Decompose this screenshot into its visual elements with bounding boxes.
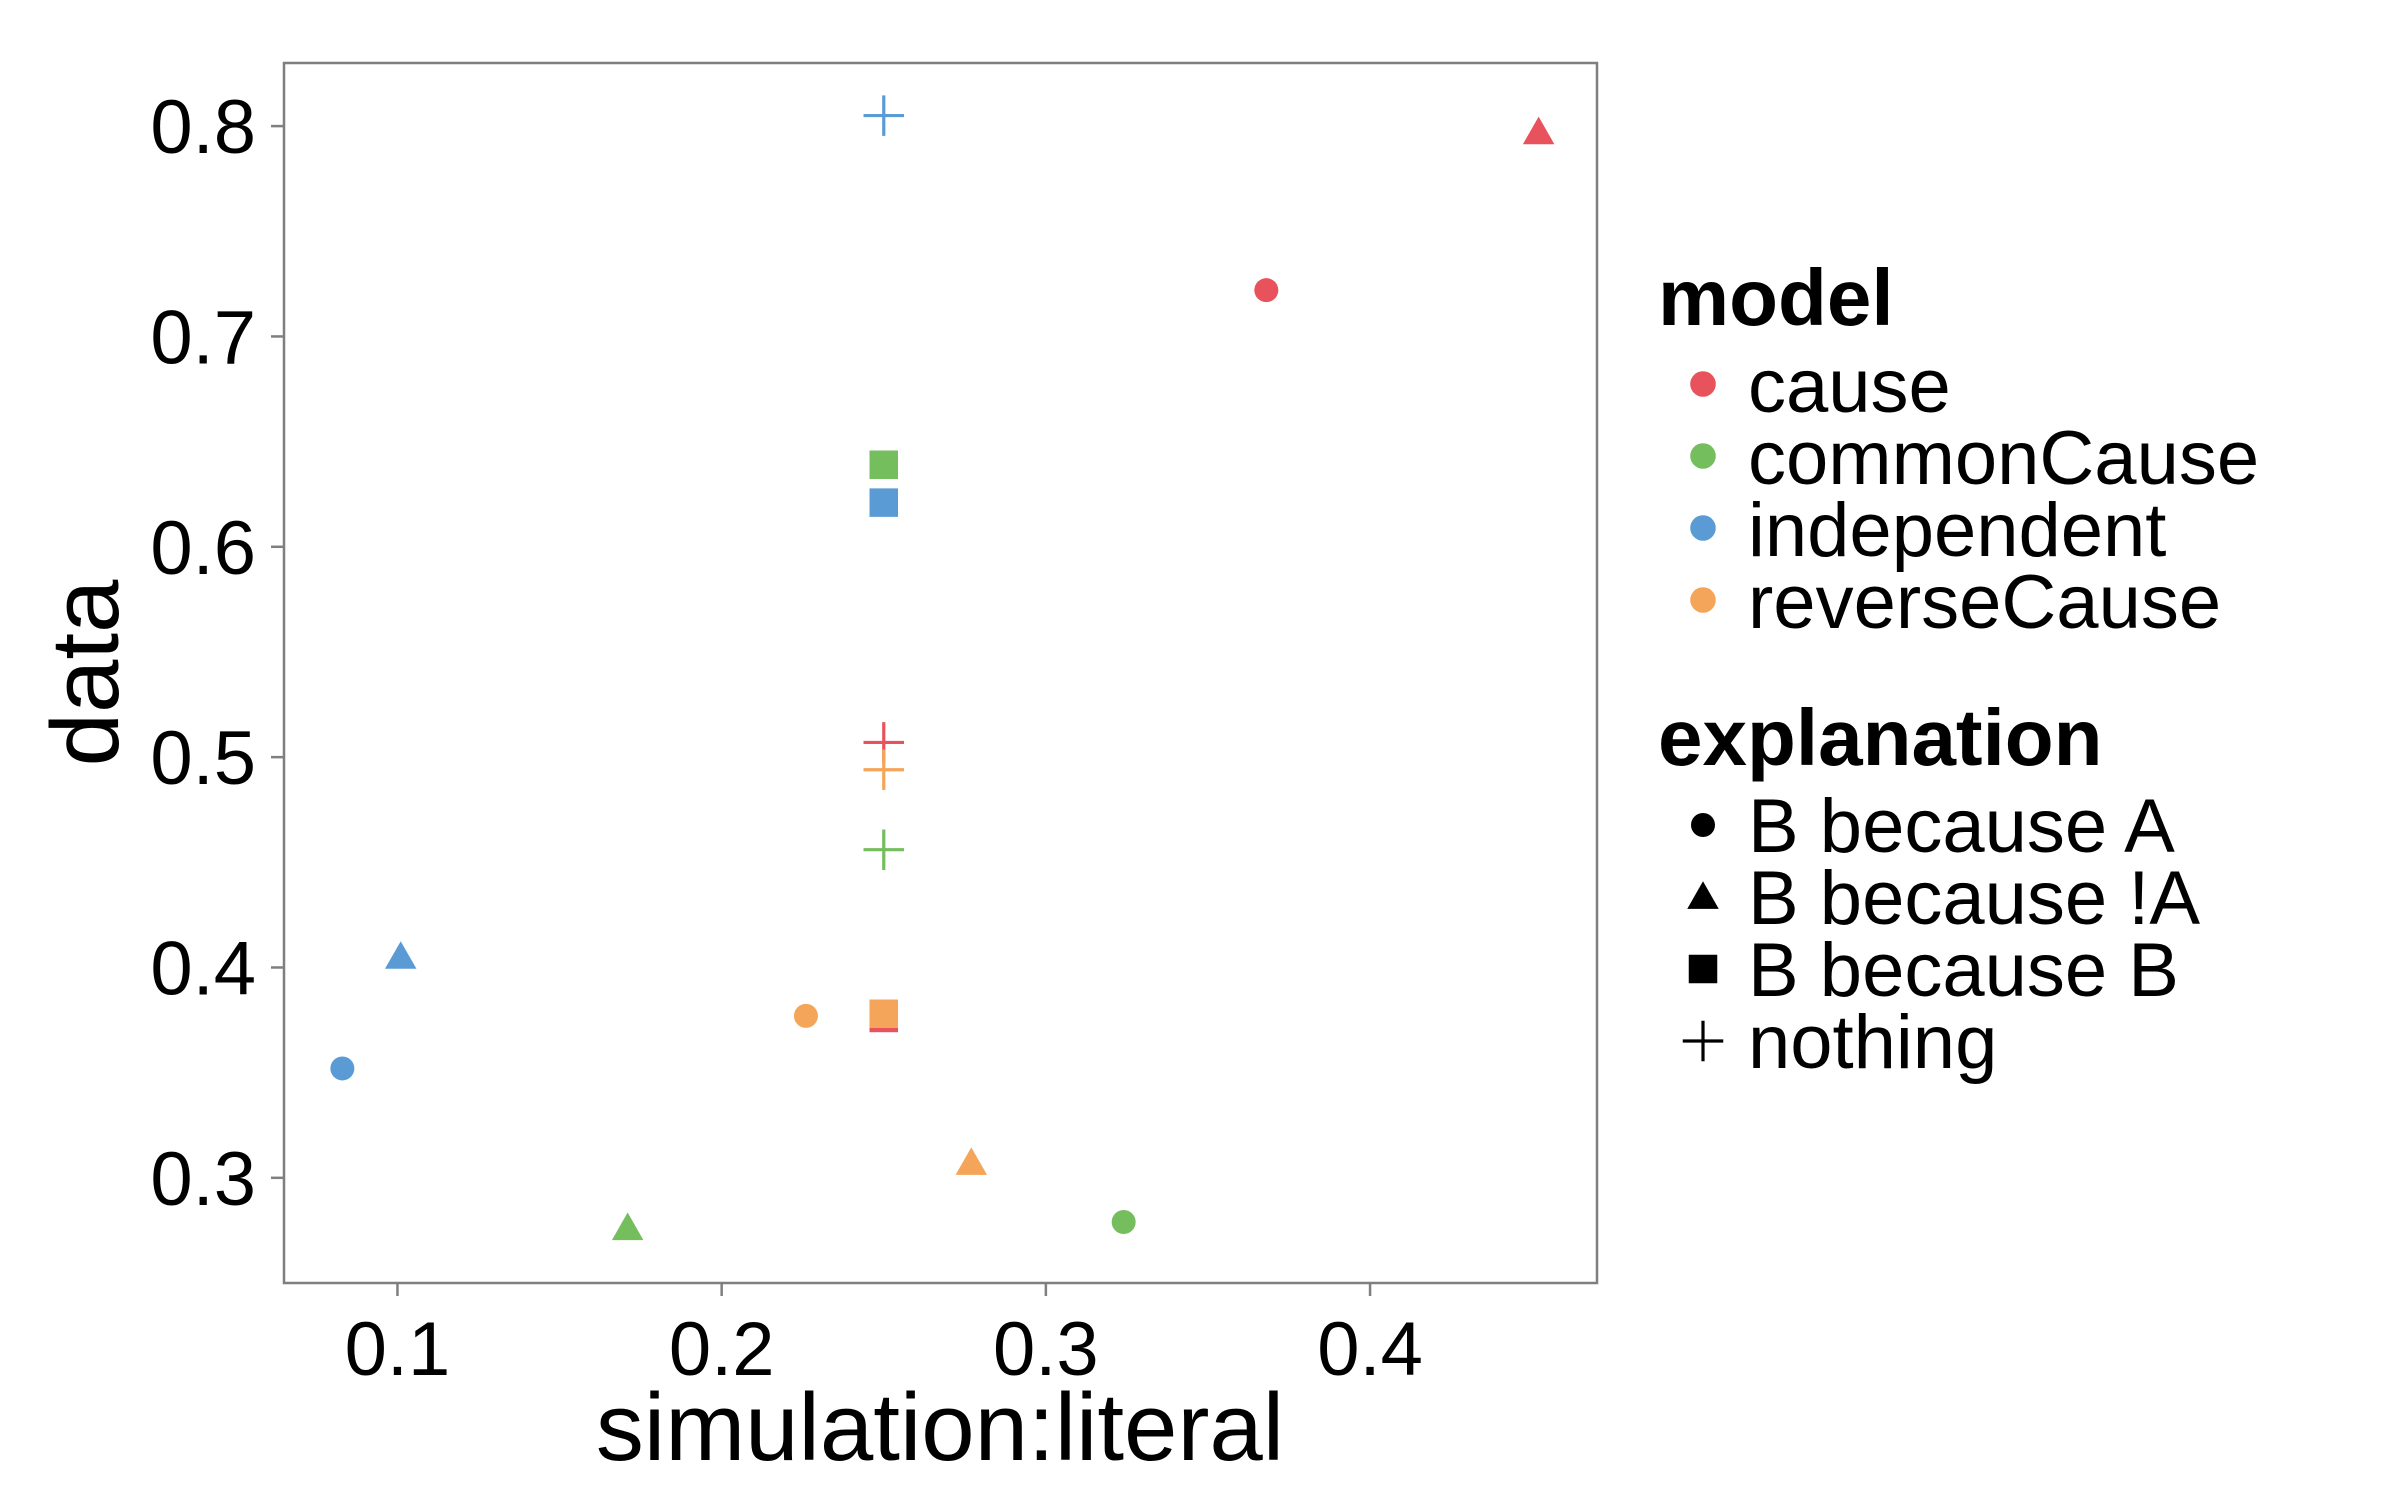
legend-key-circle xyxy=(1691,813,1715,837)
legend-title-explanation: explanation xyxy=(1658,693,2103,782)
x-tick-label: 0.1 xyxy=(345,1307,451,1392)
legend-key-commonCause xyxy=(1690,443,1716,469)
plot-border xyxy=(282,61,1599,1285)
y-tick-label: 0.6 xyxy=(150,506,256,591)
legend-key-independent xyxy=(1690,515,1716,541)
data-point-commonCause-square xyxy=(869,450,899,480)
y-tick-label: 0.4 xyxy=(150,926,256,1011)
data-point-independent-triangle xyxy=(384,941,417,969)
y-tick-label: 0.8 xyxy=(150,85,256,170)
data-point-commonCause-triangle xyxy=(611,1212,644,1241)
legend-label-explanation: B because !A xyxy=(1748,856,2200,941)
legend-key-plus xyxy=(1682,1020,1724,1062)
data-point-independent-plus xyxy=(863,95,905,136)
legend-title-model: model xyxy=(1658,253,1894,342)
y-axis-title: data xyxy=(32,579,139,766)
legend-key-square xyxy=(1688,954,1718,984)
x-tick-label: 0.4 xyxy=(1317,1307,1423,1392)
data-point-reverseCause-plus xyxy=(863,749,905,791)
y-tick-label: 0.5 xyxy=(150,716,256,801)
data-point-reverseCause-circle xyxy=(793,1003,818,1028)
axes: 0.1 0.2 0.3 0.4 0.3 0.4 0.5 0.6 0.7 0.8 xyxy=(150,61,1599,1392)
data-point-commonCause-plus xyxy=(863,829,905,870)
x-tick-label: 0.3 xyxy=(993,1307,1099,1392)
legend-label-reverseCause: reverseCause xyxy=(1748,560,2221,645)
legend-label-explanation: nothing xyxy=(1748,1000,1997,1085)
legend-label-explanation: B because B xyxy=(1748,928,2179,1013)
data-point-reverseCause-triangle xyxy=(955,1147,988,1175)
legend-key-reverseCause xyxy=(1690,587,1716,613)
legend-key-triangle xyxy=(1687,881,1719,909)
x-axis-title: simulation:literal xyxy=(596,1374,1284,1481)
legend-label-commonCause: commonCause xyxy=(1748,416,2259,501)
data-point-cause-triangle xyxy=(1522,116,1555,145)
legend: model explanation causecommonCauseindepe… xyxy=(1658,253,2259,1085)
y-tick-label: 0.7 xyxy=(150,295,256,380)
data-point-independent-circle xyxy=(330,1056,355,1081)
x-tick-label: 0.2 xyxy=(669,1307,775,1392)
data-point-commonCause-circle xyxy=(1111,1210,1136,1234)
y-tick-label: 0.3 xyxy=(150,1137,256,1222)
legend-key-cause xyxy=(1690,371,1716,397)
legend-label-independent: independent xyxy=(1748,488,2166,573)
plot-area xyxy=(330,95,1555,1241)
data-point-cause-circle xyxy=(1254,278,1279,303)
data-point-reverseCause-square xyxy=(869,999,899,1029)
legend-label-cause: cause xyxy=(1748,344,1951,429)
data-point-independent-square xyxy=(869,488,899,517)
legend-label-explanation: B because A xyxy=(1748,784,2175,869)
